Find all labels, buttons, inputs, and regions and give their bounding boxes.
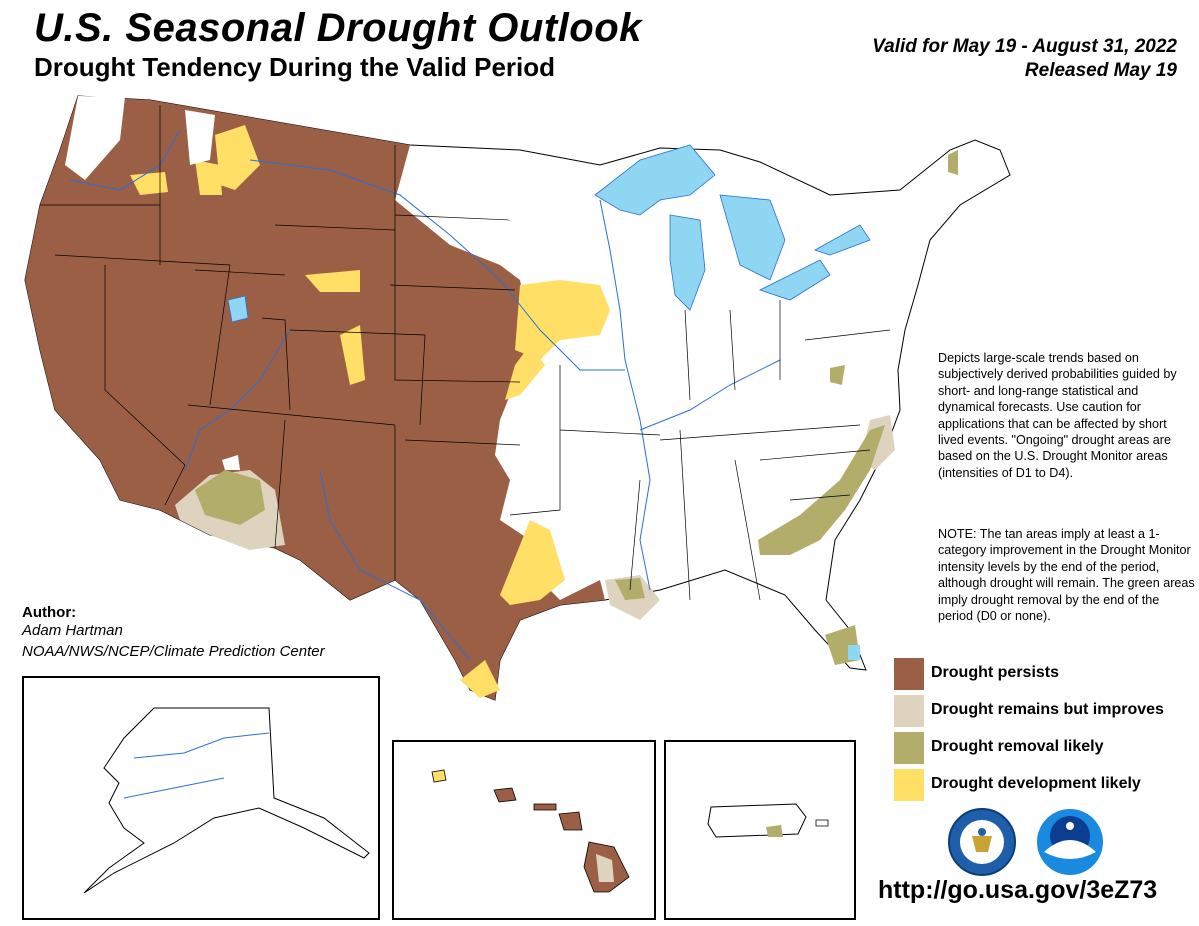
hawaii-maui: [558, 811, 583, 831]
development-upper-midwest: [515, 280, 610, 360]
inset-alaska: [22, 676, 380, 920]
legend-label-improves: Drought remains but improves: [931, 701, 1164, 718]
removal-arizona: [195, 470, 265, 525]
release-date: Released May 19: [1024, 60, 1177, 81]
alaska-river: [133, 732, 270, 759]
river-missouri: [249, 159, 625, 371]
development-montana: [215, 125, 260, 190]
page-title: U.S. Seasonal Drought Outlook: [34, 6, 642, 50]
development-colorado: [340, 325, 365, 385]
legend-swatch-development: [894, 769, 924, 801]
inset-puerto-rico: [664, 740, 856, 920]
river-ohio: [639, 359, 781, 431]
author-org: NOAA/NWS/NCEP/Climate Prediction Center: [22, 643, 325, 660]
legend-label-removal: Drought removal likely: [931, 738, 1104, 755]
development-texas-south: [460, 660, 500, 698]
lake-okeechobee: [848, 645, 860, 660]
state-borders: [40, 105, 891, 601]
river-columbia: [69, 129, 181, 191]
inset-hawaii: [392, 740, 656, 920]
persists-west: [25, 96, 605, 700]
hawaii-kauai: [431, 769, 447, 783]
great-lakes: [594, 144, 871, 311]
valid-period: Valid for May 19 - August 31, 2022: [872, 36, 1177, 57]
legend-item-removal: Drought removal likely: [894, 732, 1199, 764]
removal-maine: [948, 150, 958, 175]
outlook-url[interactable]: http://go.usa.gov/3eZ73: [878, 876, 1158, 904]
puerto-rico-removal: [766, 825, 783, 837]
development-wyoming: [305, 270, 360, 292]
doc-seal-icon: [948, 808, 1016, 876]
hawaii-molokai: [533, 803, 557, 811]
puerto-rico-map: [707, 803, 829, 838]
great-salt-lake: [227, 295, 249, 323]
alaska-map: [83, 707, 370, 894]
legend-label-development: Drought development likely: [931, 775, 1141, 792]
vieques: [815, 819, 829, 827]
map-note: NOTE: The tan areas imply at least a 1-c…: [938, 527, 1195, 624]
river-colorado: [184, 329, 291, 471]
no-drought-arizona: [222, 455, 240, 470]
river-mississippi: [599, 199, 651, 591]
noaa-logo-icon: [1037, 809, 1103, 875]
legend-item-persists: Drought persists: [894, 658, 1199, 690]
author-heading: Author:: [22, 604, 77, 621]
puerto-rico-outline: [707, 803, 807, 838]
legend-item-development: Drought development likely: [894, 769, 1199, 801]
author-name: Adam Hartman: [22, 622, 123, 639]
hawaii-big-island-improves: [596, 854, 614, 882]
hawaii-oahu: [493, 787, 517, 803]
development-nebraska-kansas: [505, 345, 545, 400]
river-rio-grande: [319, 469, 471, 661]
alaska-river-2: [123, 777, 225, 799]
legend-item-improves: Drought remains but improves: [894, 695, 1199, 727]
removal-virginia: [830, 365, 845, 385]
legend-swatch-persists: [894, 658, 924, 690]
development-idaho: [195, 160, 222, 195]
development-texas-east: [500, 520, 565, 605]
hawaii-map: [431, 769, 630, 893]
no-drought-idaho: [185, 110, 215, 165]
page-subtitle: Drought Tendency During the Valid Period: [34, 52, 556, 82]
legend-swatch-removal: [894, 732, 924, 764]
legend-swatch-improves: [894, 695, 924, 727]
legend-label-persists: Drought persists: [931, 664, 1060, 681]
removal-southeast: [758, 425, 885, 555]
no-drought-pnw: [65, 96, 125, 180]
map-description: Depicts large-scale trends based on subj…: [938, 351, 1177, 480]
alaska-outline: [83, 707, 370, 894]
